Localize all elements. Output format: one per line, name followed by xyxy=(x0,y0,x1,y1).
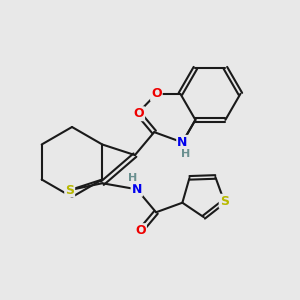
Text: O: O xyxy=(135,224,146,237)
Text: N: N xyxy=(177,136,188,149)
Text: S: S xyxy=(220,195,229,208)
Text: S: S xyxy=(65,184,74,196)
Text: N: N xyxy=(132,183,142,196)
Text: H: H xyxy=(128,173,137,183)
Text: H: H xyxy=(181,149,190,159)
Text: O: O xyxy=(134,107,144,120)
Text: O: O xyxy=(151,87,162,101)
